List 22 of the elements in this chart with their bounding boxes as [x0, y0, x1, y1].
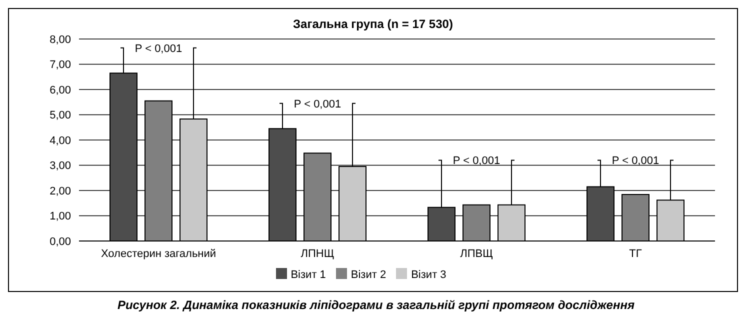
y-tick-label: 8,00	[50, 34, 71, 46]
y-tick-label: 0,00	[50, 236, 71, 248]
annotation: P < 0,001	[134, 42, 182, 55]
y-tick-label: 5,00	[50, 110, 71, 122]
y-tick-label: 6,00	[50, 84, 71, 96]
y-tick-label: 1,00	[50, 210, 71, 223]
legend-label: Візит 3	[411, 269, 446, 281]
y-tick-label: 2,00	[50, 185, 71, 198]
annotation: P < 0,001	[612, 155, 660, 168]
text: Рисунок 2. Динаміка показників ліпідограми в загальній групі протягом дослідження	[116, 298, 636, 312]
x-tick-label: ТГ	[629, 248, 642, 260]
x-tick-label: Холестерин загальний	[100, 248, 216, 260]
legend-label: Візит 1	[290, 269, 326, 281]
y-tick-label: 4,00	[50, 134, 71, 147]
annotation: P < 0,001	[294, 98, 342, 110]
x-tick-label: ЛПВЩ	[460, 248, 493, 260]
annotation: P < 0,001	[452, 155, 500, 168]
y-tick-label: 3,00	[50, 160, 71, 172]
chart-title: Загальна група (n = 17 530)	[292, 17, 454, 31]
y-tick-label: 7,00	[50, 59, 71, 72]
legend-label: Візит 2	[350, 269, 386, 281]
x-tick-label: ЛПНЩ	[300, 248, 334, 260]
